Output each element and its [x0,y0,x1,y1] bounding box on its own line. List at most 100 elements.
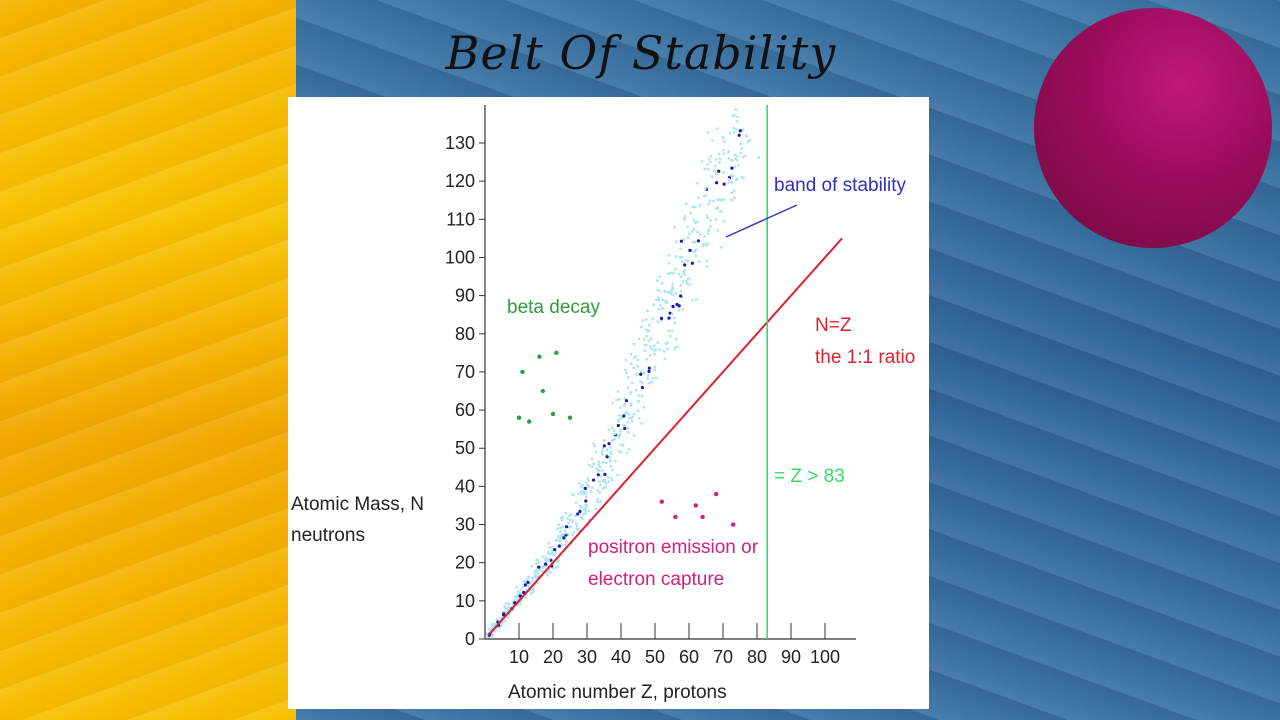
band-point [560,518,564,522]
band-point [639,325,643,329]
band-point [524,596,527,600]
x-tick-label: 60 [679,647,699,667]
band-point [603,438,606,442]
band-point [686,259,690,263]
stable-nuclide-point [584,499,588,503]
magenta-sphere-decoration [1034,8,1272,248]
band-point [629,404,633,407]
band-point [568,514,571,518]
band-point [735,154,739,158]
x-tick-label: 30 [577,647,597,667]
band-point [705,264,709,268]
band-of-stability-points [485,108,761,640]
stable-nuclide-point [737,133,741,137]
band-point [660,307,664,311]
band-point [548,546,551,550]
band-point [658,348,662,352]
band-point [578,504,582,508]
band-point [564,531,568,535]
band-point [642,371,646,375]
band-point [709,160,712,164]
positron-point [700,514,705,520]
band-point [626,376,630,379]
band-point [677,272,681,276]
band-point [592,462,596,466]
stable-nuclide-point [683,263,687,267]
band-point [649,337,653,341]
band-point [730,191,734,195]
band-point [546,550,550,554]
band-point [576,527,580,531]
band-point [660,281,664,285]
band-point [578,481,581,485]
beta-decay-point [527,419,532,424]
band-point [503,619,507,623]
band-point [678,255,682,259]
band-point [598,483,602,487]
band-point [559,516,563,520]
band-point [702,194,706,198]
band-point [672,316,676,320]
band-point [647,323,651,327]
band-point [592,442,595,446]
band-point [668,334,672,338]
band-point [568,518,572,522]
band-point [691,249,695,253]
band-point [730,158,733,162]
band-point [630,381,634,385]
stable-nuclide-point [738,129,742,133]
band-point [594,507,598,511]
band-point [679,247,683,251]
band-point [688,283,692,287]
band-point [652,344,656,348]
band-point [705,244,708,247]
band-point [632,366,636,370]
band-point [593,444,597,448]
y-tick-label: 30 [455,515,475,535]
band-point [640,394,644,398]
band-point [733,153,737,157]
band-point [557,535,561,539]
band-point [744,133,748,137]
band-point [499,616,503,620]
band-point [586,477,589,480]
band-point [608,460,612,463]
band-point [613,459,617,463]
band-point [686,225,689,229]
band-point [731,174,735,178]
band-point [536,571,540,575]
band-point [659,303,662,307]
band-point [579,490,583,494]
band-point [601,460,605,464]
band-point [692,218,696,222]
band-point [714,157,718,161]
y-axis-label-line2: neutrons [291,525,365,546]
band-point [671,282,675,286]
band-point [507,602,511,606]
band-point [645,357,649,361]
band-point [590,465,594,469]
band-point [691,240,695,244]
band-point [515,585,518,589]
beta-decay-point [520,369,525,375]
x-tick-label: 20 [543,647,563,667]
band-point [676,345,680,349]
band-point [644,318,648,321]
band-point [530,579,534,583]
band-point [673,321,676,324]
band-point [701,244,705,247]
stable-nuclide-point [667,316,671,320]
band-point [657,307,661,311]
band-point [670,312,674,316]
band-point [563,543,567,547]
band-point [665,300,669,304]
band-point [556,559,560,563]
band-point [649,354,652,357]
band-point [611,401,615,405]
band-point [598,491,602,494]
nz-annotation-line1: N=Z [815,315,852,336]
band-point [667,261,671,265]
band-point [694,297,698,301]
band-point [645,334,648,338]
y-tick-label: 100 [445,247,475,267]
